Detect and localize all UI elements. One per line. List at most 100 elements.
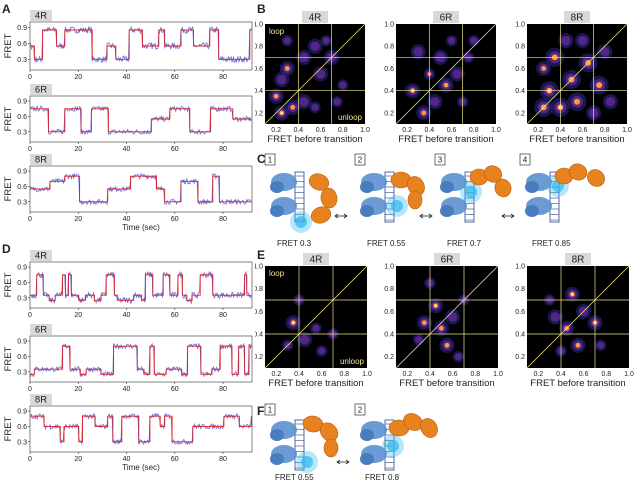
- x-tick-label: 0.6: [579, 371, 589, 378]
- heatmap-blob-mid: [276, 74, 287, 85]
- fret-value-label: FRET 0.7: [447, 239, 482, 248]
- heatmap-blob-core: [574, 98, 580, 105]
- x-tick-label: 0.8: [339, 371, 349, 378]
- fret-glow-core: [295, 216, 307, 228]
- x-tick-label: 0.2: [402, 371, 412, 378]
- x-tick-label: 0: [28, 386, 32, 393]
- protein-domain: [308, 173, 330, 191]
- step-number: 2: [358, 156, 363, 165]
- raw-trace-line: [29, 412, 252, 446]
- y-tick-label: 0.3: [17, 57, 27, 64]
- y-tick-label: 0.6: [255, 66, 263, 73]
- diagonal-line: [264, 23, 366, 125]
- y-tick-label: 0.6: [384, 66, 394, 73]
- x-axis-label: FRET before transition: [530, 378, 625, 389]
- heatmap-blob-mid: [283, 37, 291, 45]
- trace-tag-8r: 8R: [35, 155, 47, 166]
- x-tick-label: 0: [28, 74, 32, 81]
- x-tick-label: 20: [74, 216, 82, 223]
- panel-label-a: A: [2, 2, 11, 16]
- heatmap-title-box: [564, 11, 590, 23]
- protein-domain: [568, 163, 588, 181]
- fret-value-label: FRET 0.3: [277, 239, 312, 248]
- raw-trace-line: [29, 270, 252, 305]
- heatmap-blob-mid: [454, 353, 462, 361]
- protein-domain: [587, 169, 605, 187]
- x-tick-label: 40: [123, 216, 131, 223]
- y-tick-label: 0.2: [384, 110, 394, 117]
- x-tick-label: 60: [171, 74, 179, 81]
- raw-trace-line: [29, 342, 252, 378]
- y-axis-label: FRET: [3, 416, 14, 441]
- y-tick-label: 0.9: [17, 409, 27, 416]
- step-number: 2: [358, 406, 363, 415]
- x-tick-label: 1.0: [362, 371, 372, 378]
- dna-binding-lobe: [360, 205, 374, 217]
- x-tick-label: 0.4: [425, 371, 435, 378]
- panel-label-d: D: [2, 242, 11, 256]
- x-tick-label: 1.0: [624, 371, 634, 378]
- fret-value-label: FRET 0.85: [532, 239, 571, 248]
- y-tick-label: 1.0: [255, 264, 263, 271]
- trace-tag-6r-d: 6R: [35, 325, 47, 336]
- step-number: 3: [438, 156, 443, 165]
- y-tick-label: 0.2: [515, 354, 525, 361]
- y-tick-label: 0.8: [515, 44, 525, 51]
- protein-domain: [420, 418, 438, 438]
- trace-tag-8r-d: 8R: [35, 395, 47, 406]
- raw-trace-line: [29, 105, 252, 136]
- heatmap-blob-mid: [415, 336, 423, 344]
- x-axis-label: Time (sec): [122, 463, 160, 472]
- step-number: 1: [268, 406, 273, 415]
- x-axis-label: Time (sec): [122, 223, 160, 232]
- heatmap-blob-hot: [292, 321, 295, 324]
- heatmap-title: 6R: [441, 255, 454, 266]
- heatmap-blob-core: [443, 82, 449, 88]
- fret-value-label: FRET 0.8: [365, 473, 400, 482]
- x-tick-label: 80: [219, 386, 227, 393]
- heatmap-blob-mid: [605, 96, 616, 107]
- y-axis-label: FRET: [3, 346, 14, 371]
- y-tick-label: 0.9: [17, 99, 27, 106]
- fret-value-label: FRET 0.55: [275, 473, 314, 482]
- x-tick-label: 1.0: [622, 127, 632, 134]
- heatmap-blob-mid: [550, 312, 561, 322]
- y-axis-label: FRET: [3, 272, 14, 297]
- y-tick-label: 0.8: [255, 44, 263, 51]
- trace-tag-6r-box: [30, 84, 52, 95]
- y-tick-label: 0.2: [515, 110, 525, 117]
- dna-binding-lobe: [270, 429, 284, 441]
- trace-tag-6r-d-box: [30, 324, 52, 335]
- trace-frame: [29, 95, 253, 143]
- y-tick-label: 0.9: [17, 339, 27, 346]
- heatmap-blob-mid: [599, 46, 610, 57]
- heatmap-blob-mid: [315, 69, 326, 79]
- x-axis-label: FRET before transition: [398, 134, 493, 145]
- x-tick-label: 40: [123, 386, 131, 393]
- x-tick-label: 0.8: [470, 371, 480, 378]
- fit-trace-line: [30, 274, 252, 301]
- x-axis-label: FRET before transition: [529, 134, 624, 145]
- protein-domain: [407, 176, 425, 196]
- x-tick-label: 20: [74, 74, 82, 81]
- y-tick-label: 0.6: [17, 41, 27, 48]
- transition-arrowhead: [334, 213, 348, 219]
- heatmap-title: 6R: [440, 13, 453, 24]
- y-tick-label: 0.8: [515, 286, 525, 293]
- heatmap-blob-mid: [577, 35, 588, 46]
- transition-arrowhead: [419, 213, 433, 219]
- panel-f-schematic: 1 FRET 0.55 2 FRET 0.8: [264, 403, 438, 482]
- x-tick-label: 40: [123, 74, 131, 81]
- x-tick-label: 80: [219, 146, 227, 153]
- y-tick-label: 0.6: [17, 280, 27, 287]
- y-tick-label: 0.2: [255, 110, 263, 117]
- diagonal-line: [264, 265, 368, 369]
- panel-a-traces: 0.3 0.6 0.9 0 20 40 60 80 FRET 4R 0.3 0.6 0.9 0 20 40 60…: [3, 10, 253, 232]
- heatmap-blob-hot: [280, 111, 283, 115]
- heatmap-blob-mid: [561, 35, 571, 46]
- heatmap-title-box: [433, 11, 459, 23]
- raw-trace-line: [29, 172, 252, 206]
- heatmap-title-box: [565, 253, 591, 265]
- x-tick-label: 60: [171, 146, 179, 153]
- dna-ladder-frame: [294, 419, 305, 471]
